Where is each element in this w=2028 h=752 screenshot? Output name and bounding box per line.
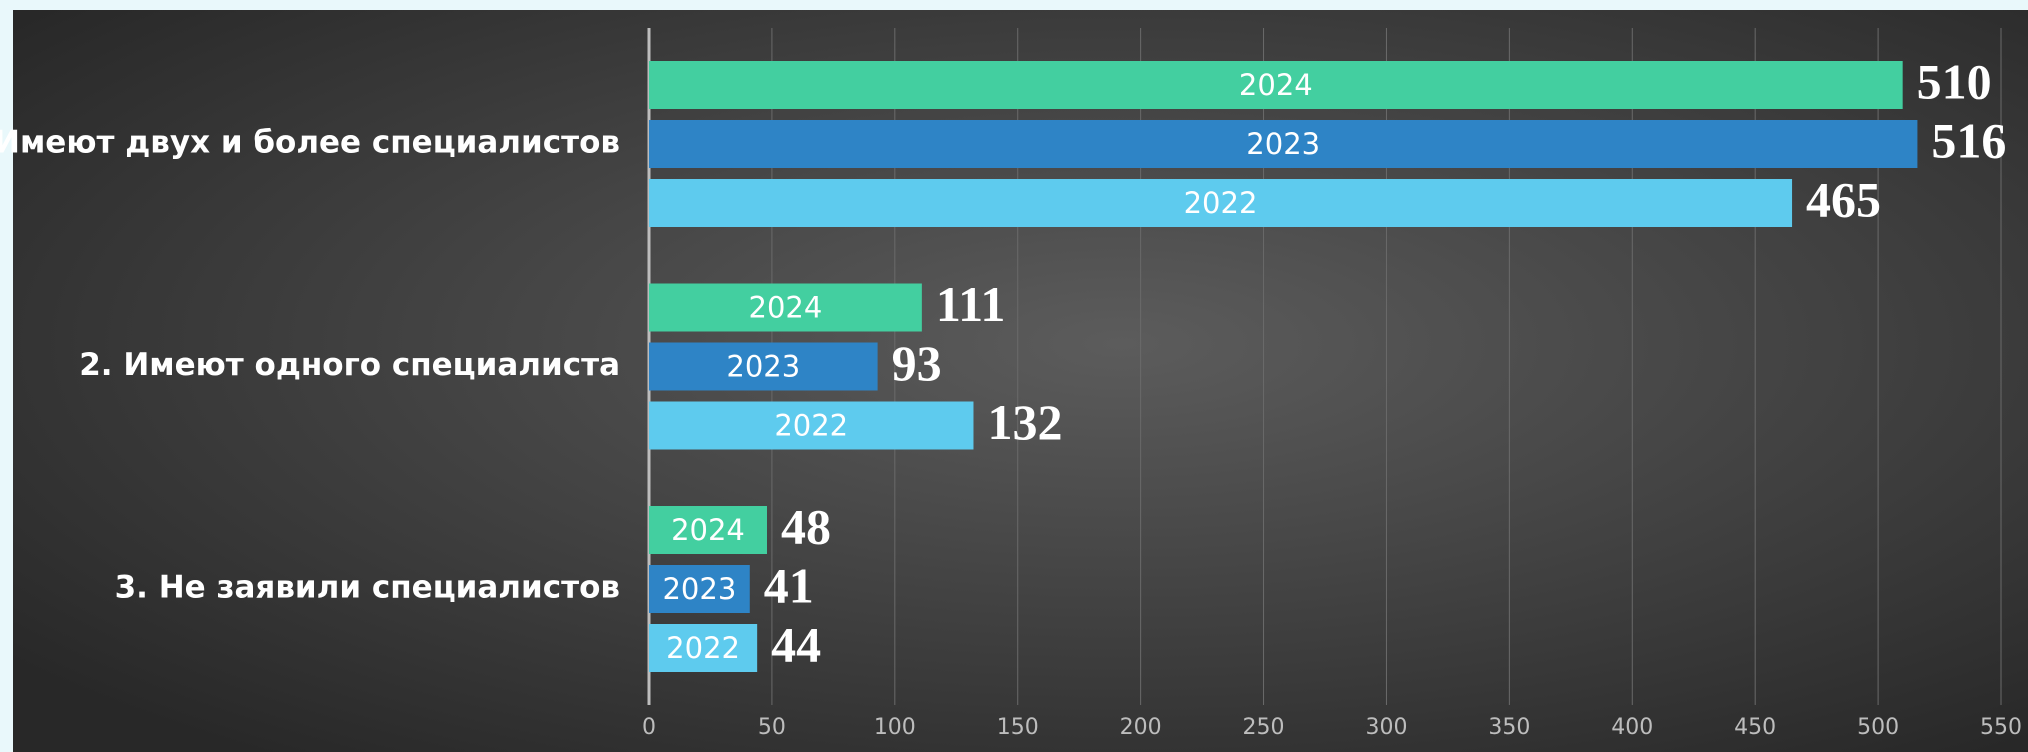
value-label: 48 [781,498,831,554]
bar [649,401,974,450]
bar-series-label: 2024 [671,513,745,547]
category-label: 1. Имеют двух и более специалистов [0,125,620,161]
x-tick-label: 100 [874,715,916,740]
value-label: 41 [764,557,814,613]
x-tick-label: 200 [1120,715,1162,740]
x-tick-label: 400 [1611,715,1653,740]
x-tick-label: 450 [1734,715,1776,740]
x-tick-label: 300 [1365,715,1407,740]
x-tick-label: 550 [1980,715,2022,740]
bar-series-label: 2022 [666,631,740,665]
x-tick-label: 150 [997,715,1039,740]
x-tick-label: 0 [642,715,656,740]
value-label: 510 [1917,53,1992,109]
value-label: 93 [892,335,942,391]
value-label: 516 [1931,112,2006,168]
bar-series-label: 2024 [1239,68,1313,102]
value-label: 465 [1806,171,1881,227]
bar-series-label: 2022 [1184,186,1258,220]
x-tick-label: 250 [1243,715,1285,740]
bar [649,565,750,613]
bar [649,283,922,332]
bar [649,120,1918,168]
bar [649,506,767,554]
bar [649,61,1903,109]
value-label: 111 [936,276,1005,332]
x-tick-label: 500 [1857,715,1899,740]
bar-series-label: 2024 [749,291,823,325]
category-label: 2. Имеют одного специалиста [79,347,620,383]
x-tick-label: 350 [1488,715,1530,740]
value-label: 44 [771,616,821,672]
bar [649,179,1793,227]
bar-series-label: 2022 [774,409,848,443]
bar-series-label: 2023 [662,572,736,606]
x-tick-label: 50 [758,715,786,740]
bar [649,342,878,391]
bar [649,624,758,672]
category-label: 3. Не заявили специалистов [115,570,620,606]
value-label: 132 [987,394,1062,450]
bar-series-label: 2023 [1246,127,1320,161]
bar-series-label: 2023 [726,350,800,384]
